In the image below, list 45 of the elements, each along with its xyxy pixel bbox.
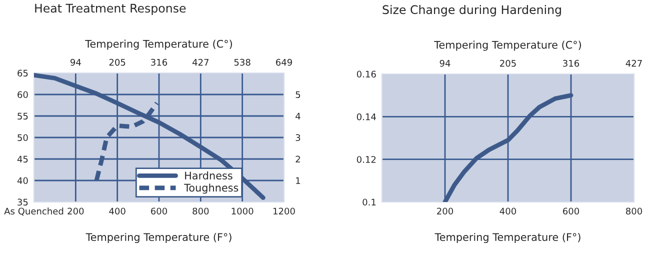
- x-tick-label: 600: [563, 208, 580, 215]
- x-tick-label: 1000: [232, 208, 254, 215]
- y2-tick-label: 2: [296, 156, 300, 162]
- y-tick-label: 35: [18, 198, 28, 206]
- x2-axis-title: Tempering Temperature (C°): [434, 40, 581, 51]
- x2-tick-label: 316: [151, 58, 168, 66]
- x-tick-label: 200: [437, 208, 454, 215]
- x-tick-label: 400: [500, 208, 516, 215]
- x2-tick-label: 427: [192, 58, 209, 66]
- x-axis-title: Tempering Temperature (F°): [434, 232, 580, 244]
- y-tick-label: 0.16: [356, 70, 376, 78]
- y-tick-label: 45: [17, 156, 28, 163]
- y-tick-label: 0.14: [356, 113, 376, 120]
- y2-tick-label: 1: [296, 177, 300, 184]
- x-tick-label: 800: [192, 208, 209, 215]
- y-tick-label: 55: [18, 112, 28, 120]
- x-axis-title: Tempering Temperature (F°): [86, 232, 232, 244]
- x2-axis-title: Tempering Temperature (C°): [85, 40, 232, 50]
- y-tick-label: 60: [18, 91, 28, 98]
- x-tick-label: 400: [109, 208, 126, 215]
- x2-tick-label: 205: [500, 60, 516, 67]
- x2-tick-label: 538: [234, 58, 250, 66]
- y-tick-label: 0.1: [362, 198, 376, 206]
- x2-tick-label: 316: [563, 60, 580, 67]
- legend-label: Toughness: [184, 184, 238, 194]
- y-tick-label: 0.12: [356, 156, 376, 163]
- y2-tick-label: 4: [296, 112, 300, 120]
- x2-tick-label: 649: [276, 58, 292, 66]
- x2-tick-label: 94: [70, 58, 81, 66]
- x2-tick-label: 94: [440, 60, 450, 67]
- y2-tick-label: 3: [296, 134, 300, 142]
- x-tick-label: 1200: [274, 208, 295, 215]
- y-tick-label: 40: [17, 177, 28, 184]
- y-tick-label: 65: [18, 70, 28, 77]
- x-tick-label: 600: [151, 208, 168, 215]
- x2-tick-label: 205: [109, 58, 126, 66]
- x-tick-label: 200: [68, 208, 84, 215]
- chart-title: Size Change during Hardening: [382, 4, 561, 16]
- x-tick-label: As Quenched: [4, 208, 64, 216]
- chart-title: Heat Treatment Response: [35, 4, 186, 15]
- x-tick-label: 800: [626, 208, 642, 215]
- y2-tick-label: 5: [296, 91, 300, 98]
- y-tick-label: 50: [18, 134, 28, 142]
- legend-label: Hardness: [185, 171, 232, 180]
- x2-tick-label: 427: [626, 60, 642, 67]
